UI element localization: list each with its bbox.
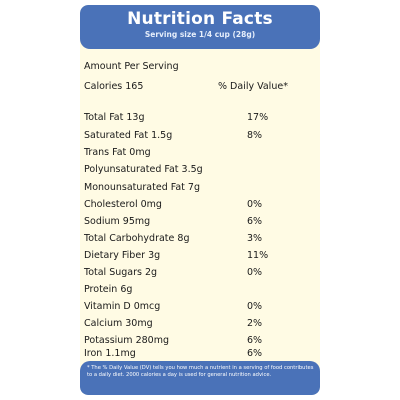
nutrient-label: Vitamin D 0mcg <box>84 301 161 312</box>
nutrient-label: Sodium 95mg <box>84 216 151 227</box>
nutrition-label: Nutrition Facts Serving size 1/4 cup (28… <box>80 5 320 395</box>
nutrient-label: Trans Fat 0mg <box>84 147 151 158</box>
nutrient-label: Dietary Fiber 3g <box>84 250 161 261</box>
nutrient-dv: 6% <box>247 216 263 227</box>
nutrient-dv: 0% <box>247 199 263 210</box>
footer-band: * The % Daily Value (DV) tells you how m… <box>80 361 320 395</box>
calories: Calories 165 <box>84 81 144 92</box>
label-title: Nutrition Facts <box>127 9 273 29</box>
nutrient-dv: 0% <box>247 267 263 278</box>
nutrient-label: Monounsaturated Fat 7g <box>84 182 200 193</box>
nutrient-dv: 3% <box>247 233 263 244</box>
nutrient-label: Protein 6g <box>84 284 133 295</box>
nutrient-dv: 8% <box>247 130 263 141</box>
nutrient-label: Potassium 280mg <box>84 335 169 346</box>
nutrient-dv: 6% <box>247 335 263 346</box>
serving-size: Serving size 1/4 cup (28g) <box>144 30 256 39</box>
nutrient-dv: 0% <box>247 301 263 312</box>
amount-per-serving: Amount Per Serving <box>84 61 179 72</box>
nutrient-dv: 11% <box>247 250 269 261</box>
daily-value-footnote: * The % Daily Value (DV) tells you how m… <box>87 365 314 379</box>
nutrient-label: Saturated Fat 1.5g <box>84 130 173 141</box>
header-band: Nutrition Facts Serving size 1/4 cup (28… <box>80 5 320 49</box>
nutrient-dv: 2% <box>247 318 263 329</box>
nutrient-dv: 6% <box>247 348 263 359</box>
nutrient-label: Total Sugars 2g <box>84 267 158 278</box>
nutrient-dv: 17% <box>247 112 269 123</box>
daily-value-header: % Daily Value* <box>218 81 288 92</box>
nutrient-label: Iron 1.1mg <box>84 348 136 359</box>
nutrient-label: Total Carbohydrate 8g <box>84 233 190 244</box>
nutrient-label: Total Fat 13g <box>84 112 145 123</box>
nutrient-label: Calcium 30mg <box>84 318 153 329</box>
nutrient-label: Polyunsaturated Fat 3.5g <box>84 164 203 175</box>
nutrient-label: Cholesterol 0mg <box>84 199 162 210</box>
